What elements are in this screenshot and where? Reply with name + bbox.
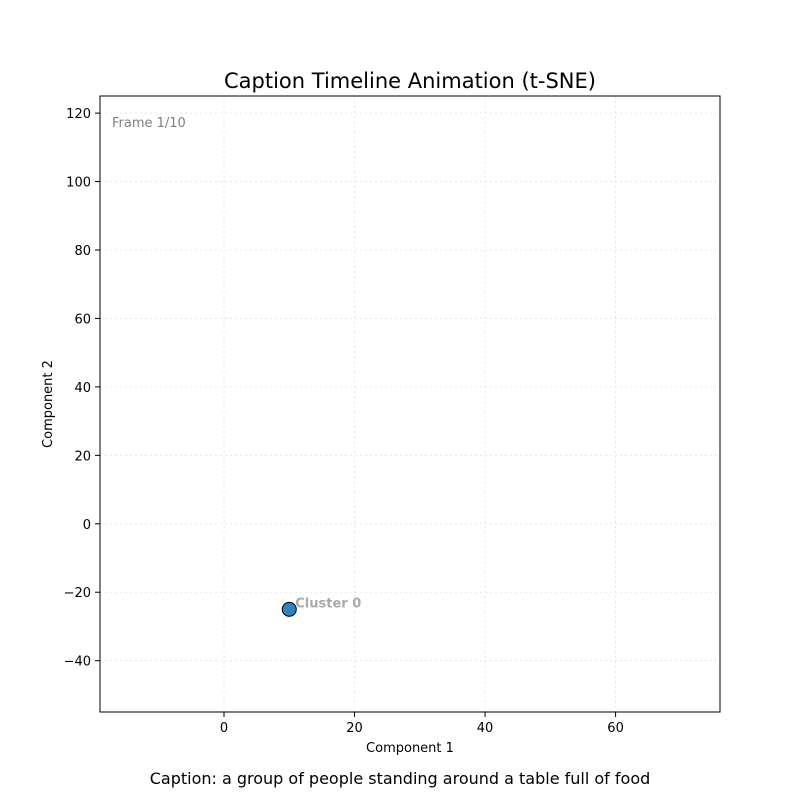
y-tick-label: 0	[83, 518, 91, 533]
x-tick-label: 60	[607, 721, 624, 736]
scatter-point	[281, 601, 297, 617]
plot-area-frame	[99, 95, 721, 713]
x-tick-label: 0	[220, 721, 228, 736]
chart-title: Caption Timeline Animation (t-SNE)	[224, 69, 596, 93]
point-annotation: Cluster 0	[295, 596, 361, 611]
axis-ticks: 0 20 40 60 −40 −20 0 20 40 60 80 100 120	[64, 107, 624, 736]
data-points: Cluster 0	[281, 596, 361, 617]
y-tick-label: 20	[74, 449, 91, 464]
grid-lines	[100, 96, 720, 712]
y-tick-label: 80	[74, 244, 91, 259]
y-axis-label: Component 2	[41, 360, 56, 448]
y-tick-label: 60	[74, 312, 91, 327]
x-tick-label: 40	[477, 721, 494, 736]
x-tick-label: 20	[346, 721, 363, 736]
y-tick-label: −40	[64, 655, 91, 670]
y-tick-label: 40	[74, 381, 91, 396]
y-tick-label: 120	[66, 107, 91, 122]
caption-text: Caption: a group of people standing arou…	[150, 769, 651, 788]
frame-label: Frame 1/10	[112, 116, 186, 131]
y-tick-label: −20	[64, 586, 91, 601]
x-axis-label: Component 1	[366, 741, 454, 756]
y-tick-label: 100	[66, 176, 91, 191]
